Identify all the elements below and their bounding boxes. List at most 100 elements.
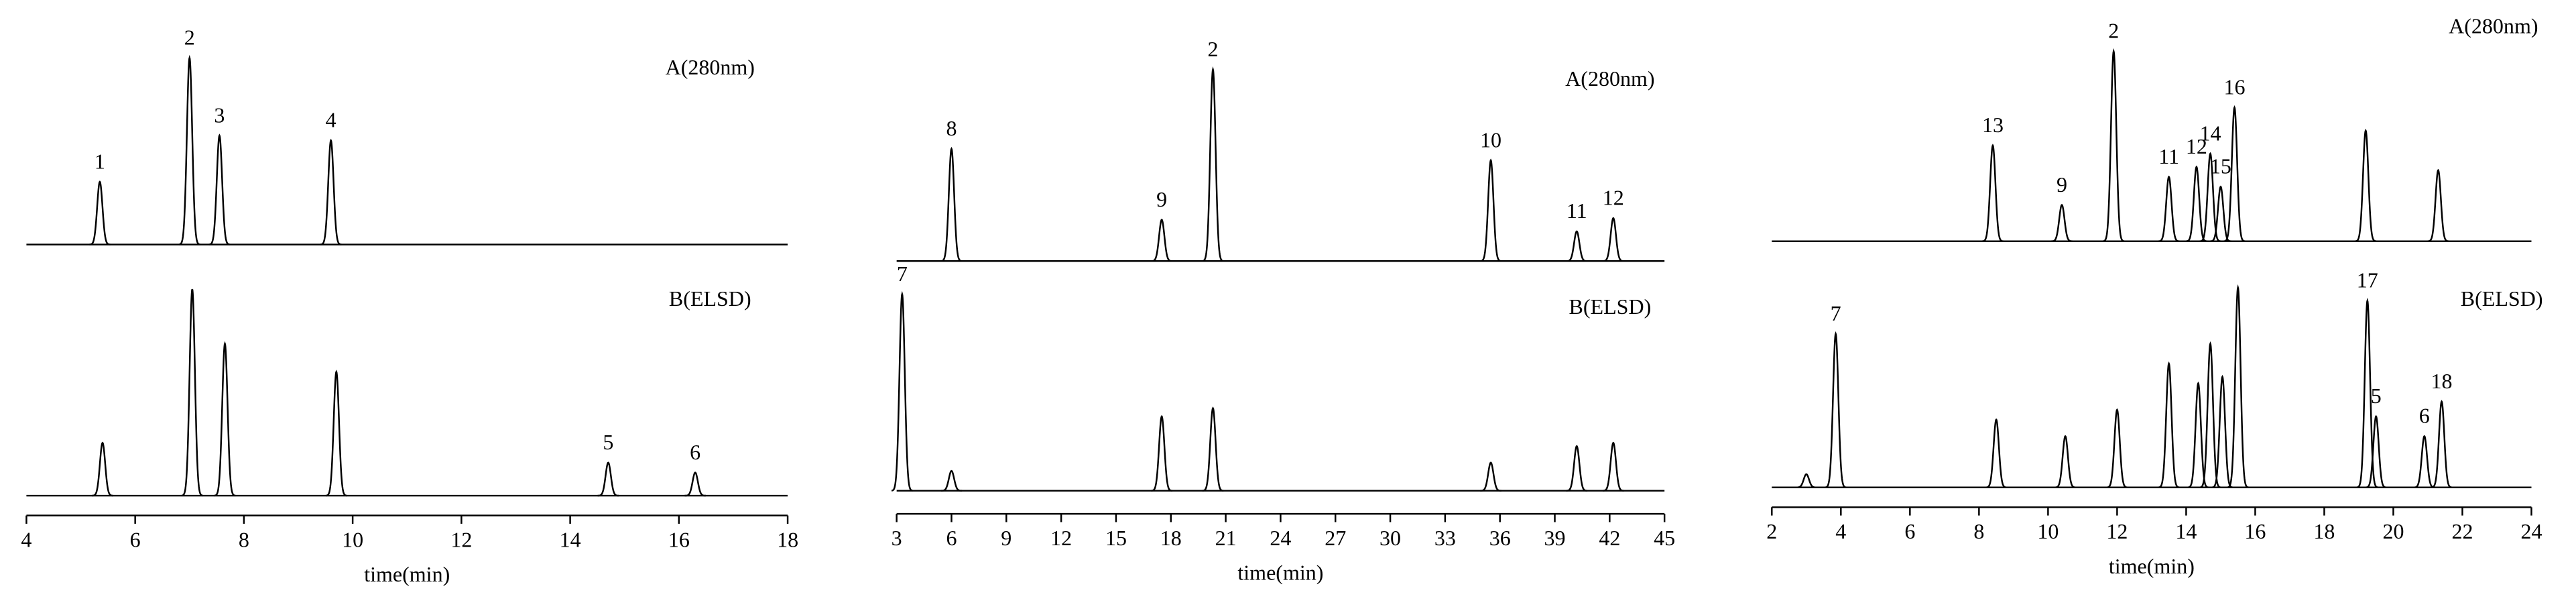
peak: [940, 146, 963, 262]
peak-label: 8: [946, 116, 957, 140]
x-tick-label: 22: [2451, 519, 2473, 543]
series-name: B(ELSD): [2461, 286, 2543, 311]
peak: [1202, 66, 1224, 262]
peak: [2211, 374, 2233, 488]
x-tick-label: 24: [1270, 526, 1291, 550]
peak: [1151, 219, 1172, 262]
series-name: A(280nm): [1565, 66, 1654, 91]
peak-label: 2: [184, 25, 195, 50]
peak-label: 6: [690, 440, 700, 464]
peak-label: 17: [2357, 268, 2378, 292]
peak: [2051, 204, 2073, 242]
x-tick-label: 4: [21, 527, 32, 551]
x-tick-label: 21: [1215, 526, 1237, 550]
peak: [1480, 461, 1501, 492]
x-tick-label: 10: [342, 527, 363, 551]
peak-label: 12: [2186, 134, 2207, 158]
x-tick-label: 2: [1766, 519, 1777, 543]
peak-label: 7: [1831, 301, 1841, 325]
peak: [1982, 144, 2004, 242]
peak-label: 16: [2224, 74, 2246, 99]
peak-label: 18: [2431, 369, 2453, 393]
x-tick-label: 9: [1001, 526, 1011, 550]
x-tick-label: 6: [1904, 519, 1915, 543]
x-tick-label: 20: [2382, 519, 2404, 543]
series-name: A(280nm): [2449, 13, 2538, 38]
x-tick-label: 24: [2520, 519, 2542, 543]
peak: [208, 133, 231, 245]
x-tick-label: 33: [1434, 526, 1456, 550]
peak-label: 11: [2158, 144, 2179, 168]
peak-label: 7: [897, 262, 908, 286]
x-tick-label: 6: [946, 526, 957, 550]
x-tick-label: 15: [1105, 526, 1127, 550]
peak: [2054, 435, 2076, 488]
peak: [1796, 473, 1817, 488]
peak: [2187, 381, 2209, 488]
peak-label: 6: [2419, 404, 2430, 428]
peak-label: 13: [1982, 113, 2004, 137]
x-tick-label: 42: [1599, 526, 1620, 550]
peak: [684, 471, 707, 497]
peak: [2227, 284, 2249, 488]
peak: [1480, 158, 1501, 262]
x-tick-label: 18: [777, 527, 798, 551]
peak: [2186, 165, 2207, 242]
peak-label: 3: [214, 103, 225, 127]
peak: [1825, 331, 1847, 488]
peak: [2158, 175, 2180, 242]
x-axis-label: time(min): [1237, 561, 1323, 585]
peak: [891, 290, 913, 492]
x-tick-label: 14: [560, 527, 581, 551]
peak: [2106, 408, 2128, 488]
peak-label: 1: [95, 149, 105, 173]
x-tick-label: 30: [1379, 526, 1401, 550]
peak: [2199, 341, 2221, 488]
peak: [2356, 297, 2378, 488]
peak: [2365, 414, 2387, 488]
x-tick-label: 8: [1973, 519, 1984, 543]
peak-label: 15: [2210, 154, 2231, 178]
peak: [89, 180, 111, 245]
peak: [2210, 185, 2231, 242]
peak-label: 12: [1603, 185, 1624, 209]
peak: [320, 138, 342, 245]
x-tick-label: 12: [450, 527, 472, 551]
peak-label: 5: [603, 430, 613, 454]
peak-label: 2: [2108, 19, 2119, 43]
peak: [92, 441, 113, 497]
peak-label: 11: [1567, 199, 1587, 223]
peak: [325, 370, 347, 497]
x-tick-label: 36: [1489, 526, 1511, 550]
peak: [1985, 418, 2007, 488]
peak-label: 14: [2199, 121, 2221, 145]
x-axis-label: time(min): [2109, 554, 2195, 578]
x-tick-label: 8: [239, 527, 249, 551]
peak: [214, 341, 236, 497]
peak-label: 5: [2371, 384, 2382, 408]
peak-label: 9: [1156, 187, 1167, 211]
peak: [2199, 152, 2221, 242]
x-tick-label: 16: [2244, 519, 2266, 543]
peak: [940, 469, 963, 492]
x-tick-label: 18: [2313, 519, 2335, 543]
peak: [1603, 217, 1624, 262]
peak: [2431, 400, 2453, 488]
peak: [1603, 441, 1624, 492]
x-tick-label: 39: [1544, 526, 1566, 550]
x-tick-label: 14: [2175, 519, 2197, 543]
peak: [2355, 128, 2377, 242]
x-tick-label: 10: [2037, 519, 2059, 543]
peak: [2103, 48, 2125, 242]
peak-label: 10: [1480, 127, 1501, 152]
series-name: B(ELSD): [669, 286, 751, 311]
x-axis-label: time(min): [364, 562, 450, 586]
series-name: B(ELSD): [1569, 294, 1652, 319]
x-tick-label: 4: [1835, 519, 1846, 543]
peak-label: 2: [1207, 37, 1218, 61]
peak: [2413, 435, 2435, 488]
peak: [1151, 414, 1172, 492]
x-tick-label: 16: [668, 527, 690, 551]
